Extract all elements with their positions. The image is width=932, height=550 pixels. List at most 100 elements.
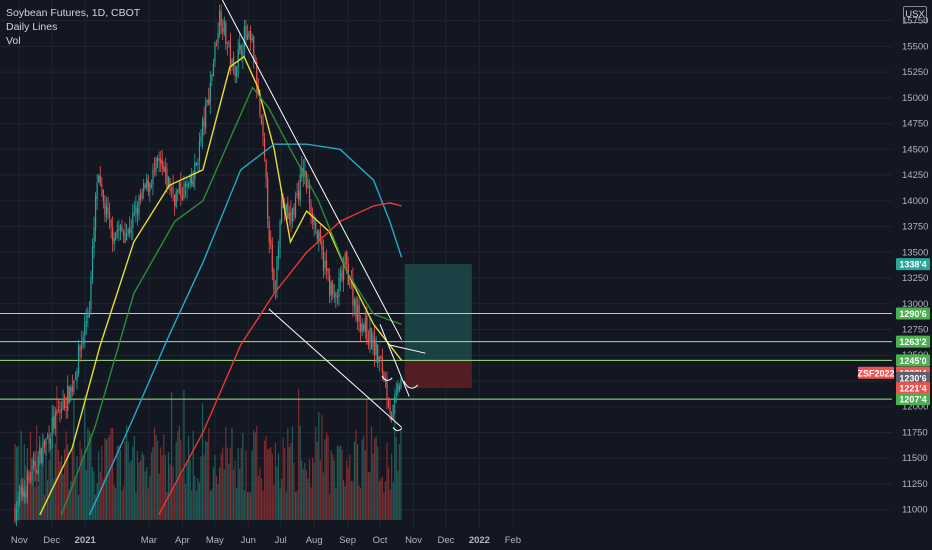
volume-bar [98, 451, 100, 520]
candle-body [160, 158, 162, 164]
candle-body [73, 380, 75, 392]
horizontal-levels [0, 312, 892, 400]
candle-body [76, 370, 78, 382]
volume-bar [153, 427, 156, 520]
candle-body [377, 344, 379, 364]
volume-bar [160, 447, 162, 520]
candle-body [146, 178, 148, 187]
volume-bar [305, 470, 307, 520]
legend-volume[interactable]: Vol [6, 35, 21, 47]
candle-body [180, 182, 182, 198]
candle-body [184, 182, 187, 187]
candle-body [53, 416, 55, 429]
currency-button[interactable]: USX [903, 6, 927, 23]
candle-body [400, 379, 402, 388]
volume-bar [256, 425, 258, 520]
candle-body [206, 99, 208, 103]
volume-bar [144, 471, 146, 520]
volume-bar [217, 483, 219, 520]
volume-bar [184, 483, 187, 520]
chart-legend: Soybean Futures, 1D, CBOT Daily Lines Vo… [6, 6, 140, 48]
volume-bar [231, 427, 233, 520]
candle-body [332, 283, 334, 296]
volume-bar [37, 485, 39, 520]
moving-average-line [60, 86, 402, 516]
volume-bar [70, 480, 72, 520]
volume-bar [40, 451, 42, 520]
volume-bar [85, 469, 87, 520]
candle-body [70, 386, 72, 400]
price-tag-text: 1207'4 [899, 395, 926, 405]
legend-title[interactable]: Soybean Futures, 1D, CBOT [6, 7, 141, 19]
volume-bar [339, 445, 342, 520]
volume-bar [350, 481, 352, 520]
volume-bar [313, 463, 315, 520]
volume-bar [57, 449, 59, 520]
candle-body [267, 177, 269, 219]
candle-body [263, 138, 266, 158]
price-tag-text: 1263'2 [899, 337, 926, 347]
candle-body [46, 435, 49, 437]
volume-bar [43, 494, 46, 520]
candle-body [130, 230, 132, 232]
moving-averages [39, 55, 403, 516]
candle-body [225, 22, 227, 44]
candle-body [133, 211, 135, 215]
price-tick-label: 15000 [902, 93, 928, 104]
candle-body [71, 386, 73, 392]
candle-body [74, 377, 77, 379]
time-tick-label: Nov [11, 535, 28, 546]
legend-daily-lines[interactable]: Daily Lines [6, 21, 58, 33]
trend-line [268, 308, 402, 428]
volume-bar [366, 399, 368, 520]
volume-bar [308, 459, 311, 520]
volume-bar [274, 443, 276, 520]
candle-body [324, 259, 326, 268]
candle-body [315, 222, 317, 229]
volume-bar [229, 447, 232, 520]
candle-body [293, 207, 295, 215]
candle-body [259, 96, 261, 116]
volume-bar [39, 441, 41, 520]
candle-body [102, 189, 104, 201]
time-tick-label: Nov [405, 535, 422, 546]
price-tags: 1338'41290'61263'21245'01233'41230'61221… [857, 258, 930, 406]
volume-bar [265, 436, 267, 520]
volume-bar [319, 460, 321, 520]
volume-bar [336, 445, 338, 520]
volume-bar [363, 435, 365, 520]
candle-body [19, 495, 21, 497]
candle-body [222, 28, 224, 32]
volume-bar [243, 490, 245, 520]
candle-body [265, 160, 267, 178]
volume-bar [355, 430, 357, 520]
price-tag-text: 1338'4 [899, 260, 926, 270]
volume-bar [105, 439, 108, 520]
candle-body [20, 486, 22, 495]
volume-bar [34, 487, 36, 520]
pattern-mark [392, 427, 403, 432]
candle-body [121, 225, 123, 231]
candle-body [397, 383, 399, 393]
volume-bar [127, 442, 129, 520]
volume-bar [60, 455, 63, 520]
time-tick-label: Apr [175, 535, 190, 546]
candle-body [246, 35, 249, 41]
candle-body [301, 168, 303, 177]
volume-bar [108, 434, 111, 520]
time-axis[interactable]: Nov Dec 2021 Mar Apr May Jun Jul Aug Sep Oct Nov Dec… [11, 535, 521, 546]
moving-average-line [88, 143, 403, 516]
candle-body [307, 185, 309, 188]
candle-body [387, 399, 390, 407]
candle-body [23, 491, 25, 498]
candle-body [91, 246, 94, 279]
volume-bars [14, 386, 402, 520]
candle-body [135, 205, 137, 212]
volume-bar [197, 477, 199, 520]
volume-bar [307, 478, 309, 520]
volume-bar [139, 460, 142, 520]
candle-body [352, 279, 354, 305]
candle-body [358, 304, 360, 321]
time-tick-label: May [206, 535, 224, 546]
